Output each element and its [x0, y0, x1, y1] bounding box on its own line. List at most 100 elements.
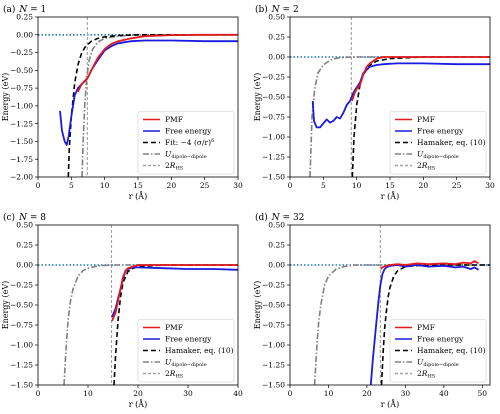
x-tick-label: 30 [233, 181, 243, 190]
legend-label: Fit: −4 (σ/r)6 [165, 138, 214, 147]
x-tick-label: 0 [288, 181, 293, 190]
y-tick-label: −1.25 [10, 361, 33, 370]
y-axis-title: Energy (eV) [1, 281, 10, 330]
panel-n-prefix: N = [271, 213, 293, 223]
plot-area [290, 17, 490, 177]
y-tick-label: −0.25 [262, 281, 285, 290]
x-tick-label: 25 [200, 181, 210, 190]
x-tick-label: 15 [133, 181, 143, 190]
y-tick-label: 0.00 [268, 261, 285, 270]
x-tick-label: 0 [36, 181, 41, 190]
x-tick-label: 25 [452, 181, 462, 190]
legend-label: Free energy [417, 127, 464, 136]
x-tick-label: 0 [288, 389, 293, 398]
series-line-pmf [351, 56, 490, 102]
panel-1: (a) N = 10 5 10 15 20 25 30−2.00−1.75−1.50−1.25… [1, 4, 243, 201]
series-line-free-energy [311, 62, 490, 129]
legend-label: PMF [165, 115, 183, 124]
plot-area [38, 17, 238, 177]
legend-label: Hamaker, eq. (10) [165, 346, 234, 355]
x-tick-label: 15 [385, 181, 395, 190]
y-tick-label: 0.50 [16, 221, 33, 230]
legend: PMF Free energy Hamaker, eq. (10) Udipole−d… [389, 111, 487, 175]
x-tick-label: 20 [167, 181, 177, 190]
y-tick-label: −0.75 [262, 113, 285, 122]
legend-box [137, 319, 235, 383]
legend: PMF Free energy Hamaker, eq. (10) Udipole−d… [137, 319, 235, 383]
y-tick-label: −2.00 [10, 173, 33, 182]
panel-3: (c) N = 8 0 10 20 30 40 −1.50 −1.25 −1.00 −0.75 −0.… [1, 212, 243, 409]
x-tick-label: 10 [352, 181, 362, 190]
x-axis-title: r (Å) [381, 192, 399, 201]
y-tick-label: −1.50 [10, 137, 33, 146]
panel-label: (b) N = 2 [255, 4, 299, 15]
x-tick-label: 50 [478, 389, 488, 398]
legend-label: Udipole−dipole [417, 150, 459, 161]
series-line-free-energy [111, 266, 238, 318]
y-tick-label: 0.25 [268, 241, 285, 250]
y-tick-label: 0.50 [268, 221, 285, 230]
legend-box [389, 111, 487, 175]
series-line-u-dipole-dipole [63, 264, 238, 385]
panel-4: (d) N = 32 0 10 20 30 40 50 −1.50 −1.25 −1.00 −0.75… [253, 212, 491, 409]
y-axis-title: Energy (eV) [253, 281, 262, 330]
y-tick-label: −0.50 [10, 301, 33, 310]
y-tick-label: −0.75 [10, 321, 33, 330]
y-axis-title: Energy (eV) [1, 73, 10, 122]
panel-label: (a) N = 1 [3, 4, 46, 15]
panel-letter: (c) [3, 212, 15, 223]
y-tick-label: −1.00 [262, 133, 285, 142]
plot-area [38, 225, 238, 385]
y-tick-label: −0.25 [262, 73, 285, 82]
y-axis-title: Energy (eV) [253, 73, 262, 122]
panel-letter: (a) [3, 4, 15, 15]
legend-label: Udipole−dipole [165, 150, 207, 161]
x-tick-label: 20 [133, 389, 143, 398]
panel-n-value: 8 [40, 213, 46, 223]
x-tick-label: 40 [233, 389, 243, 398]
legend-label: PMF [165, 323, 183, 332]
y-tick-label: −0.50 [262, 93, 285, 102]
panel-2: (b) N = 20 5 10 15 20 25 30−1.50−1.25−1.00−0.75… [253, 4, 495, 201]
y-tick-label: −1.50 [10, 381, 33, 390]
plot-area [290, 225, 490, 385]
legend-label: Free energy [417, 335, 464, 344]
y-tick-label: −1.00 [262, 341, 285, 350]
legend: PMF Free energy Hamaker, eq. (10) Udipole−d… [389, 319, 487, 383]
legend-box [137, 111, 235, 175]
y-tick-label: −0.50 [262, 301, 285, 310]
y-tick-label: −1.00 [10, 341, 33, 350]
legend-label: Hamaker, eq. (10) [417, 346, 486, 355]
y-tick-label: −0.75 [10, 84, 33, 93]
y-tick-label: −1.00 [10, 101, 33, 110]
x-tick-label: 40 [439, 389, 449, 398]
panel-letter: (b) [255, 4, 268, 15]
y-tick-label: −1.75 [10, 155, 33, 164]
x-axis-title: r (Å) [129, 192, 147, 201]
y-tick-label: −0.75 [262, 321, 285, 330]
legend-label: 2RHS [417, 369, 436, 380]
legend-label: Free energy [165, 127, 212, 136]
legend: PMF Free energy Fit: −4 (σ/r)6 Udipole−dipo… [137, 111, 235, 175]
series-line-pmf [380, 260, 479, 270]
legend-label: 2RHS [417, 161, 436, 172]
y-tick-label: −0.25 [10, 281, 33, 290]
series-line-u-dipole-dipole [313, 264, 490, 385]
y-tick-label: 0.25 [16, 241, 33, 250]
legend-label: Hamaker, eq. (10) [417, 138, 486, 147]
legend-label: Udipole−dipole [165, 358, 207, 369]
legend-box [389, 319, 487, 383]
y-tick-label: 0.00 [268, 53, 285, 62]
x-tick-label: 30 [485, 181, 495, 190]
panel-n-value: 2 [293, 5, 299, 15]
legend-label: PMF [417, 115, 435, 124]
panel-n-prefix: N = [18, 213, 40, 223]
panel-label: (d) N = 32 [255, 212, 304, 223]
y-tick-label: 0.00 [16, 261, 33, 270]
panel-n-value: 1 [41, 5, 47, 15]
panel-n-prefix: N = [18, 5, 40, 15]
x-tick-label: 10 [100, 181, 110, 190]
series-line-pmf [111, 264, 238, 322]
legend-label: PMF [417, 323, 435, 332]
